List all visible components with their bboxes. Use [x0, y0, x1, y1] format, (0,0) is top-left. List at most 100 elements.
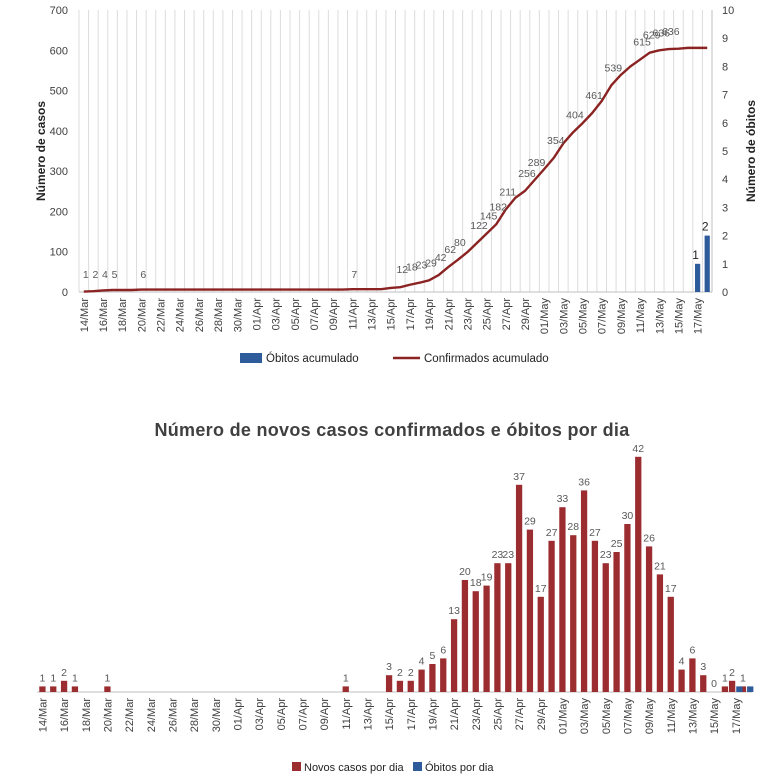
confirmed-data-label: 5: [112, 269, 118, 281]
new-cases-data-label: 23: [492, 549, 504, 561]
confirmed-data-label: 211: [499, 186, 516, 198]
confirmed-data-label: 23: [416, 260, 428, 272]
x-tick-label: 22/Mar: [156, 298, 168, 333]
new-cases-bar: [71, 686, 79, 692]
x-tick-label: 11/Apr: [347, 298, 359, 330]
new-cases-bar: [635, 456, 642, 692]
new-cases-data-label: 25: [611, 538, 623, 550]
new-cases-bar: [450, 619, 458, 692]
new-cases-data-label: 1: [740, 672, 746, 684]
x-tick-label: 01/May: [539, 298, 551, 335]
right-y-tick-label: 0: [722, 287, 728, 299]
right-y-axis-title: Número de óbitos: [744, 100, 758, 202]
new-cases-bar: [591, 540, 599, 692]
left-y-tick-label: 700: [50, 5, 68, 17]
deaths-per-day-bar: [736, 686, 743, 692]
x-tick-label: 27/Apr: [501, 298, 513, 331]
confirmed-data-label: 461: [585, 90, 603, 102]
x-tick-label: 21/Apr: [449, 698, 461, 731]
new-cases-bar: [602, 563, 609, 692]
x-tick-label: 09/May: [644, 698, 656, 735]
x-tick-label: 09/Apr: [328, 298, 340, 331]
new-cases-data-label: 23: [502, 549, 514, 561]
new-cases-bar: [440, 658, 447, 692]
left-y-tick-label: 400: [50, 126, 68, 138]
x-tick-label: 01/Apr: [232, 698, 244, 731]
x-tick-label: 18/Mar: [81, 698, 93, 733]
x-tick-label: 15/May: [709, 698, 721, 735]
right-y-tick-label: 6: [722, 118, 728, 130]
new-cases-data-label: 4: [679, 656, 685, 668]
right-y-tick-label: 9: [722, 33, 728, 45]
right-y-tick-label: 5: [722, 146, 728, 158]
confirmed-data-label: 404: [566, 109, 584, 121]
new-cases-data-label: 33: [557, 493, 569, 505]
new-cases-data-label: 6: [440, 644, 446, 656]
x-tick-label: 07/May: [622, 698, 634, 735]
deaths-cumulative-bar: [695, 263, 701, 292]
left-y-tick-label: 200: [50, 206, 68, 218]
right-y-tick-label: 3: [722, 202, 728, 214]
confirmed-data-label: 1: [83, 269, 89, 281]
legend-swatch-new-cases: [292, 762, 301, 771]
x-tick-label: 25/Apr: [492, 698, 504, 731]
new-cases-bar: [678, 669, 685, 692]
x-tick-label: 17/Apr: [405, 298, 417, 331]
left-y-tick-label: 600: [50, 45, 68, 57]
right-y-tick-label: 1: [722, 259, 728, 271]
new-cases-data-label: 2: [729, 667, 735, 679]
new-cases-data-label: 2: [397, 667, 403, 679]
left-y-tick-label: 500: [50, 86, 68, 98]
x-tick-label: 05/May: [578, 298, 590, 335]
new-cases-data-label: 3: [386, 661, 392, 673]
x-tick-label: 16/Mar: [98, 298, 110, 333]
x-tick-label: 24/Mar: [175, 298, 187, 333]
right-y-tick-label: 7: [722, 90, 728, 102]
x-tick-label: 15/May: [673, 298, 685, 335]
deaths-cumulative-bar: [704, 235, 710, 292]
x-tick-label: 26/Mar: [167, 698, 179, 733]
new-cases-data-label: 20: [459, 566, 471, 578]
new-cases-bar: [700, 675, 707, 692]
confirmed-data-label: 80: [454, 237, 466, 249]
confirmed-data-label: 29: [425, 257, 437, 269]
right-y-tick-label: 8: [722, 61, 728, 73]
x-tick-label: 11/Apr: [341, 698, 353, 730]
new-cases-bar: [472, 591, 479, 692]
confirmed-data-label: 354: [547, 135, 565, 147]
x-tick-label: 23/Apr: [462, 298, 474, 331]
new-cases-data-label: 27: [546, 527, 558, 539]
x-tick-label: 17/May: [693, 298, 705, 335]
new-cases-data-label: 1: [50, 672, 56, 684]
x-tick-label: 30/Mar: [211, 698, 223, 733]
new-cases-bar: [721, 686, 729, 692]
right-y-tick-label: 10: [722, 5, 734, 17]
confirmed-data-label: 18: [406, 262, 418, 274]
new-cases-bar: [505, 563, 512, 692]
x-tick-label: 09/May: [616, 298, 628, 335]
x-tick-label: 18/Mar: [117, 298, 129, 333]
x-tick-label: 03/Apr: [271, 298, 283, 331]
x-tick-label: 19/Apr: [424, 298, 436, 331]
new-cases-bar: [407, 680, 414, 692]
x-tick-label: 23/Apr: [471, 698, 483, 731]
new-cases-bar: [418, 669, 425, 692]
confirmed-data-label: 539: [605, 62, 623, 74]
confirmed-data-label: 182: [489, 201, 507, 213]
new-cases-data-label: 37: [513, 471, 525, 483]
new-cases-data-label: 1: [343, 672, 349, 684]
new-cases-data-label: 18: [470, 577, 482, 589]
new-cases-bar: [537, 596, 544, 692]
new-cases-data-label: 3: [700, 661, 706, 673]
new-cases-data-label: 30: [622, 510, 634, 522]
confirmed-cumulative-line: [83, 46, 708, 293]
new-cases-bar: [613, 552, 620, 692]
new-cases-bar: [50, 686, 57, 692]
new-cases-bar: [483, 585, 490, 692]
x-tick-label: 20/Mar: [136, 298, 148, 333]
cumulative-chart: 0100200300400500600700012345678910Número…: [34, 5, 758, 365]
x-tick-label: 17/May: [731, 698, 743, 735]
new-cases-data-label: 13: [448, 605, 460, 617]
new-cases-bar: [580, 490, 588, 692]
